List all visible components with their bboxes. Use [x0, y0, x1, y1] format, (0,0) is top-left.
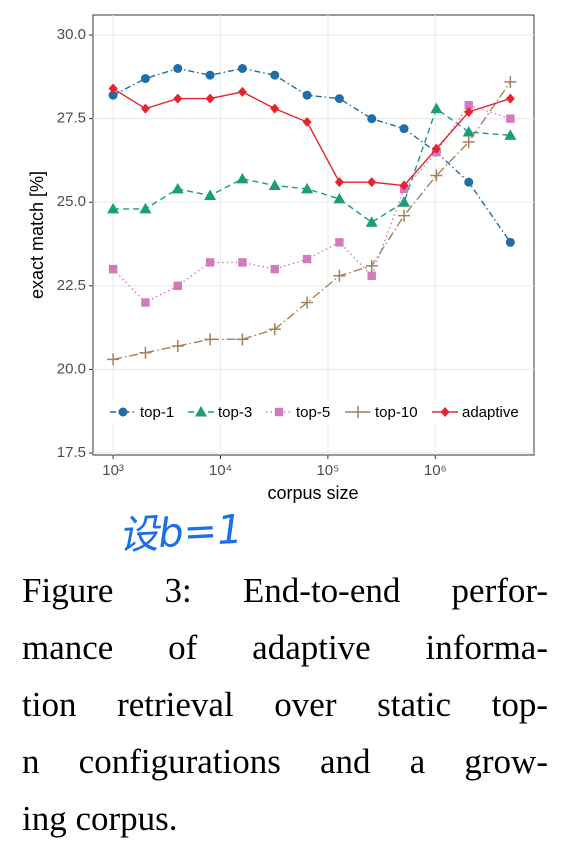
y-tick-label: 30.0	[57, 26, 86, 43]
marker	[504, 75, 517, 88]
marker	[205, 93, 215, 104]
marker	[108, 264, 118, 274]
marker	[140, 74, 150, 84]
marker	[268, 179, 281, 191]
marker	[171, 182, 184, 194]
marker	[365, 259, 378, 272]
marker	[398, 209, 411, 222]
marker	[173, 281, 182, 291]
marker	[333, 192, 346, 204]
marker	[334, 177, 344, 188]
marker	[107, 353, 120, 366]
caption-line: mance of adaptive informa-	[22, 628, 548, 667]
y-tick-label: 25.0	[57, 193, 86, 210]
marker	[107, 202, 120, 214]
marker	[237, 63, 247, 73]
marker	[108, 83, 118, 94]
legend-label: top-5	[296, 404, 330, 421]
x-tick-label: 10³	[102, 462, 124, 479]
marker	[270, 264, 279, 274]
marker	[204, 189, 217, 201]
marker	[270, 103, 280, 114]
legend-label: top-1	[140, 404, 174, 421]
marker	[237, 86, 247, 97]
marker	[204, 333, 217, 346]
marker	[118, 407, 128, 417]
marker	[464, 177, 474, 187]
y-tick-label: 20.0	[57, 360, 86, 377]
plot-panel	[92, 14, 535, 456]
marker	[430, 169, 443, 182]
marker	[238, 258, 247, 267]
marker	[140, 103, 150, 114]
marker	[365, 216, 378, 227]
marker	[274, 407, 284, 417]
marker	[399, 124, 409, 134]
marker	[270, 70, 280, 80]
marker	[398, 196, 411, 207]
marker	[352, 406, 364, 418]
marker	[505, 93, 515, 104]
marker	[195, 406, 207, 417]
marker	[335, 238, 344, 247]
marker	[301, 296, 314, 309]
x-tick-label: 10⁵	[316, 462, 339, 479]
caption-line: Figure 3: End-to-end perfor-	[22, 571, 548, 610]
marker	[333, 269, 346, 282]
marker	[399, 180, 409, 191]
marker	[139, 202, 152, 214]
marker	[440, 407, 450, 417]
caption: Figure 3: End-to-end perfor-mance of ada…	[22, 562, 548, 847]
marker	[205, 70, 215, 80]
marker	[139, 346, 152, 359]
marker	[141, 298, 150, 307]
marker	[173, 63, 183, 73]
legend-box	[104, 400, 530, 424]
chart: corpus size exact match [%] 17.5 20.0 22.5…	[27, 14, 535, 503]
x-tick-label: 10⁶	[424, 462, 447, 479]
x-tick-label: 10⁴	[209, 462, 232, 479]
marker	[504, 129, 517, 140]
marker	[334, 94, 344, 104]
marker	[302, 254, 312, 264]
marker	[464, 101, 473, 110]
caption-line: ing corpus.	[22, 799, 178, 838]
marker	[367, 114, 377, 124]
marker	[302, 116, 312, 127]
marker	[367, 271, 376, 280]
marker	[302, 90, 312, 100]
marker	[431, 143, 441, 154]
marker	[236, 172, 249, 184]
y-tick-label: 27.5	[57, 110, 86, 127]
caption-line: tion retrieval over static top-	[22, 685, 548, 724]
marker	[430, 102, 443, 114]
marker	[505, 237, 515, 247]
marker	[462, 126, 475, 137]
handwritten-note: 设b=1	[117, 506, 244, 560]
x-axis-title: corpus size	[267, 483, 358, 503]
marker	[268, 323, 281, 336]
marker	[367, 177, 377, 188]
legend-label: top-10	[375, 404, 418, 421]
legend-label: adaptive	[462, 404, 519, 421]
y-tick-label: 17.5	[57, 444, 86, 461]
marker	[301, 182, 314, 194]
marker	[173, 93, 183, 104]
marker	[205, 258, 215, 267]
legend-label: top-3	[218, 404, 252, 421]
marker	[108, 90, 118, 100]
y-tick-label: 22.5	[57, 277, 86, 294]
marker	[462, 136, 475, 149]
marker	[506, 114, 515, 123]
y-axis-title: exact match [%]	[27, 171, 47, 299]
marker	[236, 333, 249, 346]
marker	[171, 340, 184, 353]
marker	[464, 106, 474, 117]
caption-line: n configurations and a grow-	[22, 742, 548, 781]
